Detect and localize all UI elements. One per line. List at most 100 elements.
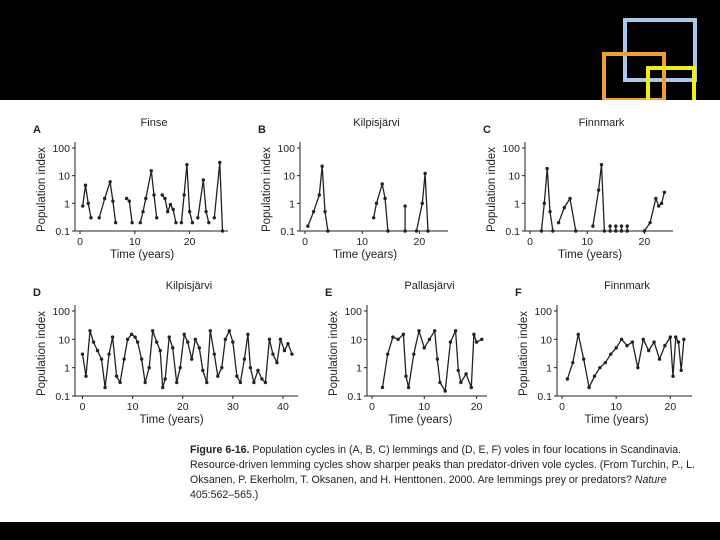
panel-d-y-tick-label: 0.1 [55, 391, 70, 403]
panel-c-data-point [542, 201, 546, 206]
panel-e-data-point [412, 352, 416, 356]
panel-a-x-tick-label: 20 [184, 236, 196, 248]
panel-e-data-point [406, 385, 411, 390]
panel-a-title: Finse [141, 117, 168, 129]
panel-d-data-point [114, 374, 119, 378]
panel-c-title: Finnmark [579, 117, 625, 129]
panel-a-data-point [111, 199, 115, 203]
panel-e-label: E [325, 287, 332, 299]
panel-b-data-point [423, 171, 427, 176]
panel-e-data-point [474, 340, 479, 344]
panel-a-series-line [213, 161, 224, 232]
panel-a-label: A [33, 124, 41, 136]
panel-b-x-tick-label: 0 [302, 236, 308, 248]
panel-b-data-point [320, 164, 324, 168]
panel-e-y-tick-label: 1 [356, 363, 362, 375]
panel-b-data-point [414, 229, 419, 233]
panel-a-y-label: Population index [36, 147, 48, 232]
panel-e-data-point [448, 340, 453, 344]
panel-a-data-point [130, 220, 134, 225]
panel-f-data-point [619, 337, 624, 342]
panel-d-data-point [133, 335, 137, 339]
panel-d-data-point [260, 377, 264, 381]
panel-d-data-point [182, 332, 186, 337]
panel-b-y-label: Population index [261, 147, 273, 232]
caption-journal: Nature [634, 474, 667, 486]
panel-d-data-point [158, 348, 162, 353]
panel-d-data-point [88, 329, 92, 333]
panel-e-data-point [380, 385, 385, 390]
panel-d-data-point [91, 340, 96, 344]
panel-c-data-point [591, 224, 595, 228]
panel-e-data-point [433, 329, 437, 333]
panel-a-data-point [108, 180, 112, 184]
panel-a-data-point [166, 209, 170, 214]
panel-a-data-point [196, 216, 200, 220]
panel-d-data-point [125, 337, 130, 342]
panel-e-data-point [422, 346, 426, 350]
panel-a-data-point [163, 196, 167, 201]
panel-f-data-point [630, 340, 635, 344]
panel-c-data-point [619, 224, 624, 228]
panel-a-x-label: Time (years) [110, 249, 174, 261]
panel-a-data-point [220, 229, 225, 233]
panel-a-data-point [179, 220, 184, 225]
panel-b-series-line [415, 172, 429, 232]
panel-b-data-point [326, 229, 330, 233]
panel-d-data-point [110, 335, 115, 339]
panel-d-data-point [208, 329, 212, 333]
panel-f-data-point [609, 352, 613, 356]
panel-b-data-point [420, 201, 424, 206]
panel-d-data-point [275, 360, 279, 365]
panel-b-data-point [386, 229, 390, 233]
panel-d-data-point [242, 357, 247, 361]
panel-d-data-point [267, 337, 272, 342]
caption-figure-label: Figure 6-16. [190, 444, 250, 456]
panel-d-series-line [81, 330, 293, 389]
panel-d-data-point [171, 346, 175, 350]
panel-d-data-point [95, 348, 100, 353]
panel-a-data-point [102, 196, 107, 201]
panel-c-data-point [659, 201, 664, 206]
panel-c-y-tick-label: 0.1 [505, 226, 520, 238]
panel-a-series-line [180, 164, 194, 223]
panel-f-x-tick-label: 10 [610, 401, 622, 413]
panel-e-data-point [391, 335, 395, 339]
panel-c-data-point [662, 190, 667, 195]
panel-d-data-point [84, 374, 88, 378]
panel-f-label: F [515, 287, 522, 299]
panel-b-series-line [307, 165, 329, 232]
panel-b-y-tick-label: 10 [283, 171, 295, 183]
panel-e-data-point [443, 389, 447, 393]
panel-b-label: B [258, 124, 266, 136]
panel-a-data-point [86, 201, 90, 206]
caption-citation-end: 405:562–565.) [190, 489, 259, 501]
panel-c-data-point [657, 204, 661, 208]
panel-c-data-point [539, 229, 544, 233]
panel-a-series-line [82, 184, 92, 218]
panel-a-data-point [187, 209, 192, 214]
panel-d-data-point [178, 365, 182, 370]
panel-a-data-point [138, 220, 142, 225]
panel-f-data-point [679, 368, 683, 373]
panel-e-data-point [396, 337, 400, 342]
panel-e-data-point [472, 332, 476, 337]
panel-d-data-point [231, 340, 235, 344]
panel-f-data-point [663, 343, 667, 348]
panel-b-data-point [306, 224, 310, 228]
panel-b-x-label: Time (years) [333, 249, 397, 261]
caption-text: Population cycles in (A, B, C) lemmings … [190, 444, 695, 486]
panel-a-data-point [218, 160, 222, 165]
panel-e-y-label: Population index [328, 311, 340, 396]
panel-f-data-point [565, 377, 570, 381]
panel-c-series-line [557, 197, 577, 232]
panel-a-data-point [141, 209, 145, 214]
figure-slide: 0.1 1 10 100 0 10 20 A Finse Time (years) Populati… [0, 100, 720, 522]
panel-d-data-point [212, 352, 217, 356]
panel-c-data-point [551, 229, 555, 233]
panel-a-data-point [97, 216, 101, 220]
panel-c-data-point [625, 229, 629, 233]
panel-a-y-tick-label: 1 [64, 198, 70, 210]
panel-e-data-point [459, 380, 463, 385]
panel-d-data-point [107, 352, 111, 356]
